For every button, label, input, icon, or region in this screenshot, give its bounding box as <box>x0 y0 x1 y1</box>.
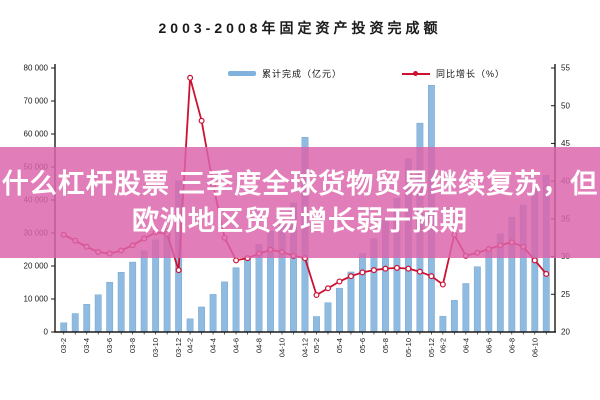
legend-item-line: 同比增长（%） <box>402 66 505 80</box>
bar <box>60 322 68 333</box>
legend-bar-label: 累计完成（亿元） <box>262 68 343 79</box>
x-axis-label: 06-8 <box>507 338 516 353</box>
growth-line-marker <box>175 267 182 274</box>
right-axis-label: 55 <box>561 64 570 73</box>
x-axis-label: 04-6 <box>232 338 241 353</box>
x-axis-label: 04-2 <box>186 338 195 353</box>
bar <box>209 294 217 333</box>
bar <box>117 272 125 333</box>
growth-line-marker <box>531 257 538 264</box>
bar <box>244 255 251 333</box>
bar <box>232 267 240 333</box>
right-axis-label: 20 <box>561 328 570 337</box>
bar <box>129 261 137 333</box>
x-axis-label: 06-2 <box>438 338 447 353</box>
bar <box>140 250 148 333</box>
bar <box>439 315 447 333</box>
news-headline-banner: 什么杠杆股票 三季度全球货物贸易继续复苏，但 欧洲地区贸易增长弱于预期 <box>0 147 600 258</box>
growth-line-marker <box>416 268 423 275</box>
x-axis-label: 03-6 <box>105 338 114 353</box>
legend-line-label: 同比增长（%） <box>436 68 506 79</box>
x-axis-label: 04-4 <box>209 338 218 353</box>
growth-line-marker <box>439 281 446 288</box>
bar <box>462 283 470 333</box>
right-axis-label: 45 <box>561 139 570 148</box>
bar-series-swatch-icon <box>228 70 256 76</box>
growth-line-marker <box>393 264 400 271</box>
x-axis-label: 06-4 <box>461 338 470 353</box>
bar <box>198 306 206 333</box>
x-axis-label: 05-10 <box>404 338 413 357</box>
chart-legend: 累计完成（亿元） 同比增长（%） <box>0 66 600 80</box>
x-axis-label: 03-2 <box>59 338 68 353</box>
left-axis-label: 80 000 <box>24 64 49 73</box>
x-axis-label: 06-10 <box>530 338 539 357</box>
growth-line-marker <box>324 285 331 292</box>
bar <box>324 302 332 333</box>
bar <box>473 266 481 333</box>
bar <box>336 287 343 333</box>
bar <box>347 271 355 333</box>
chart-title: 2003-2008年固定资产投资完成额 <box>158 20 442 36</box>
bar <box>71 313 79 333</box>
x-axis-label: 05-4 <box>335 338 344 353</box>
growth-line-marker <box>543 270 550 277</box>
legend-item-bars: 累计完成（亿元） <box>228 66 342 80</box>
left-axis-label: 20 000 <box>24 262 49 271</box>
left-axis-label: 0 <box>44 328 49 337</box>
growth-line-marker <box>370 267 377 274</box>
x-axis-label: 04-8 <box>255 338 264 353</box>
growth-line-marker <box>359 269 366 276</box>
x-axis-label: 04-10 <box>278 338 287 357</box>
growth-line-marker <box>313 292 320 299</box>
right-axis-label: 25 <box>561 290 570 299</box>
bar <box>106 281 114 333</box>
headline-line-2: 欧洲地区贸易增长弱于预期 <box>132 205 468 236</box>
x-axis-label: 03-4 <box>82 338 91 353</box>
left-axis-label: 70 000 <box>24 97 49 106</box>
growth-line-marker <box>233 257 240 264</box>
x-axis-label: 03-12 <box>174 338 183 357</box>
x-axis-label: 04-12 <box>301 338 310 357</box>
left-axis-label: 60 000 <box>24 130 49 139</box>
x-axis-label: 03-8 <box>128 338 137 353</box>
x-axis-label: 03-10 <box>151 338 160 357</box>
growth-line-marker <box>405 265 412 272</box>
growth-line-marker <box>336 278 343 285</box>
x-axis-label: 05-12 <box>427 338 436 357</box>
growth-line-marker <box>382 265 389 272</box>
bar <box>186 318 194 333</box>
growth-line-marker <box>428 273 435 280</box>
growth-line-marker <box>198 117 205 124</box>
x-axis-label: 06-6 <box>484 338 493 353</box>
bar <box>485 248 493 333</box>
bar <box>221 281 228 333</box>
growth-line-marker <box>187 74 194 81</box>
line-series-swatch-icon <box>402 70 430 76</box>
bar <box>94 294 102 333</box>
x-axis-label: 05-6 <box>358 338 367 353</box>
bar <box>83 304 91 333</box>
x-axis-label: 05-8 <box>381 338 390 353</box>
right-axis-label: 50 <box>561 101 570 110</box>
growth-line-marker <box>347 273 354 280</box>
bar <box>450 300 458 333</box>
left-axis-label: 10 000 <box>24 295 49 304</box>
headline-line-1: 什么杠杆股票 三季度全球货物贸易继续复苏，但 <box>1 168 599 199</box>
bar <box>313 316 320 333</box>
x-axis-label: 05-2 <box>312 338 321 353</box>
bar <box>359 253 366 333</box>
